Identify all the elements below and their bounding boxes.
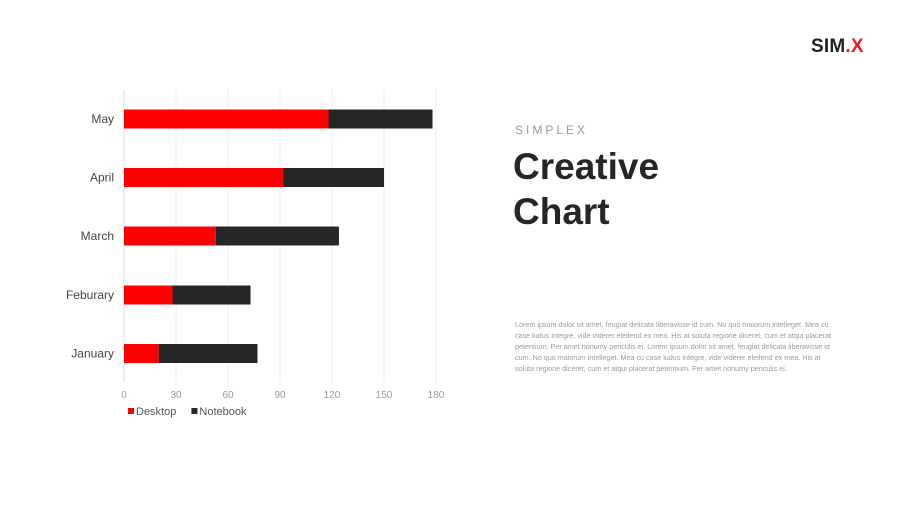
x-tick-label: 150 (376, 390, 393, 401)
brand-accent: .X (845, 36, 864, 57)
y-category-label: January (71, 347, 114, 361)
brand-logo: SIM.X (811, 36, 864, 58)
bar-notebook-january (158, 344, 258, 363)
bar-notebook-may (328, 109, 433, 129)
legend-label-desktop: Desktop (136, 406, 176, 418)
y-category-label: March (81, 229, 114, 243)
y-category-label: Feburary (66, 288, 114, 302)
bar-desktop-january (124, 344, 159, 363)
x-tick-label: 120 (324, 390, 341, 401)
x-tick-label: 180 (428, 390, 445, 401)
bar-desktop-feburary (124, 285, 173, 305)
section-eyebrow: SIMPLEX (515, 123, 589, 137)
bar-notebook-april (283, 168, 384, 187)
legend-swatch-desktop (128, 408, 134, 414)
x-tick-label: 60 (222, 390, 234, 401)
x-tick-label: 30 (170, 390, 182, 401)
stacked-bar-chart: 0 30 60 90 120 150 180 January Feburary March Apri… (40, 80, 480, 440)
bar-desktop-march (124, 226, 216, 246)
legend-swatch-notebook (191, 408, 198, 414)
legend-label-notebook: Notebook (199, 406, 247, 418)
x-tick-label: 0 (121, 390, 127, 401)
title-line-2: Chart (513, 191, 610, 232)
y-category-label: May (91, 112, 114, 126)
bar-notebook-feburary (172, 285, 251, 305)
chart-svg: 0 30 60 90 120 150 180 January Feburary March Apri… (66, 90, 445, 418)
body-paragraph: Lorem ipsum dolor sit amet, feugiat deli… (515, 320, 832, 373)
page-title: Creative Chart (513, 144, 813, 234)
y-category-label: April (90, 171, 114, 185)
bar-notebook-march (215, 226, 339, 246)
x-tick-label: 90 (274, 390, 286, 401)
brand-name: SIM (811, 36, 846, 57)
bar-desktop-april (124, 168, 284, 187)
title-line-1: Creative (513, 146, 660, 187)
bar-desktop-may (124, 109, 329, 129)
